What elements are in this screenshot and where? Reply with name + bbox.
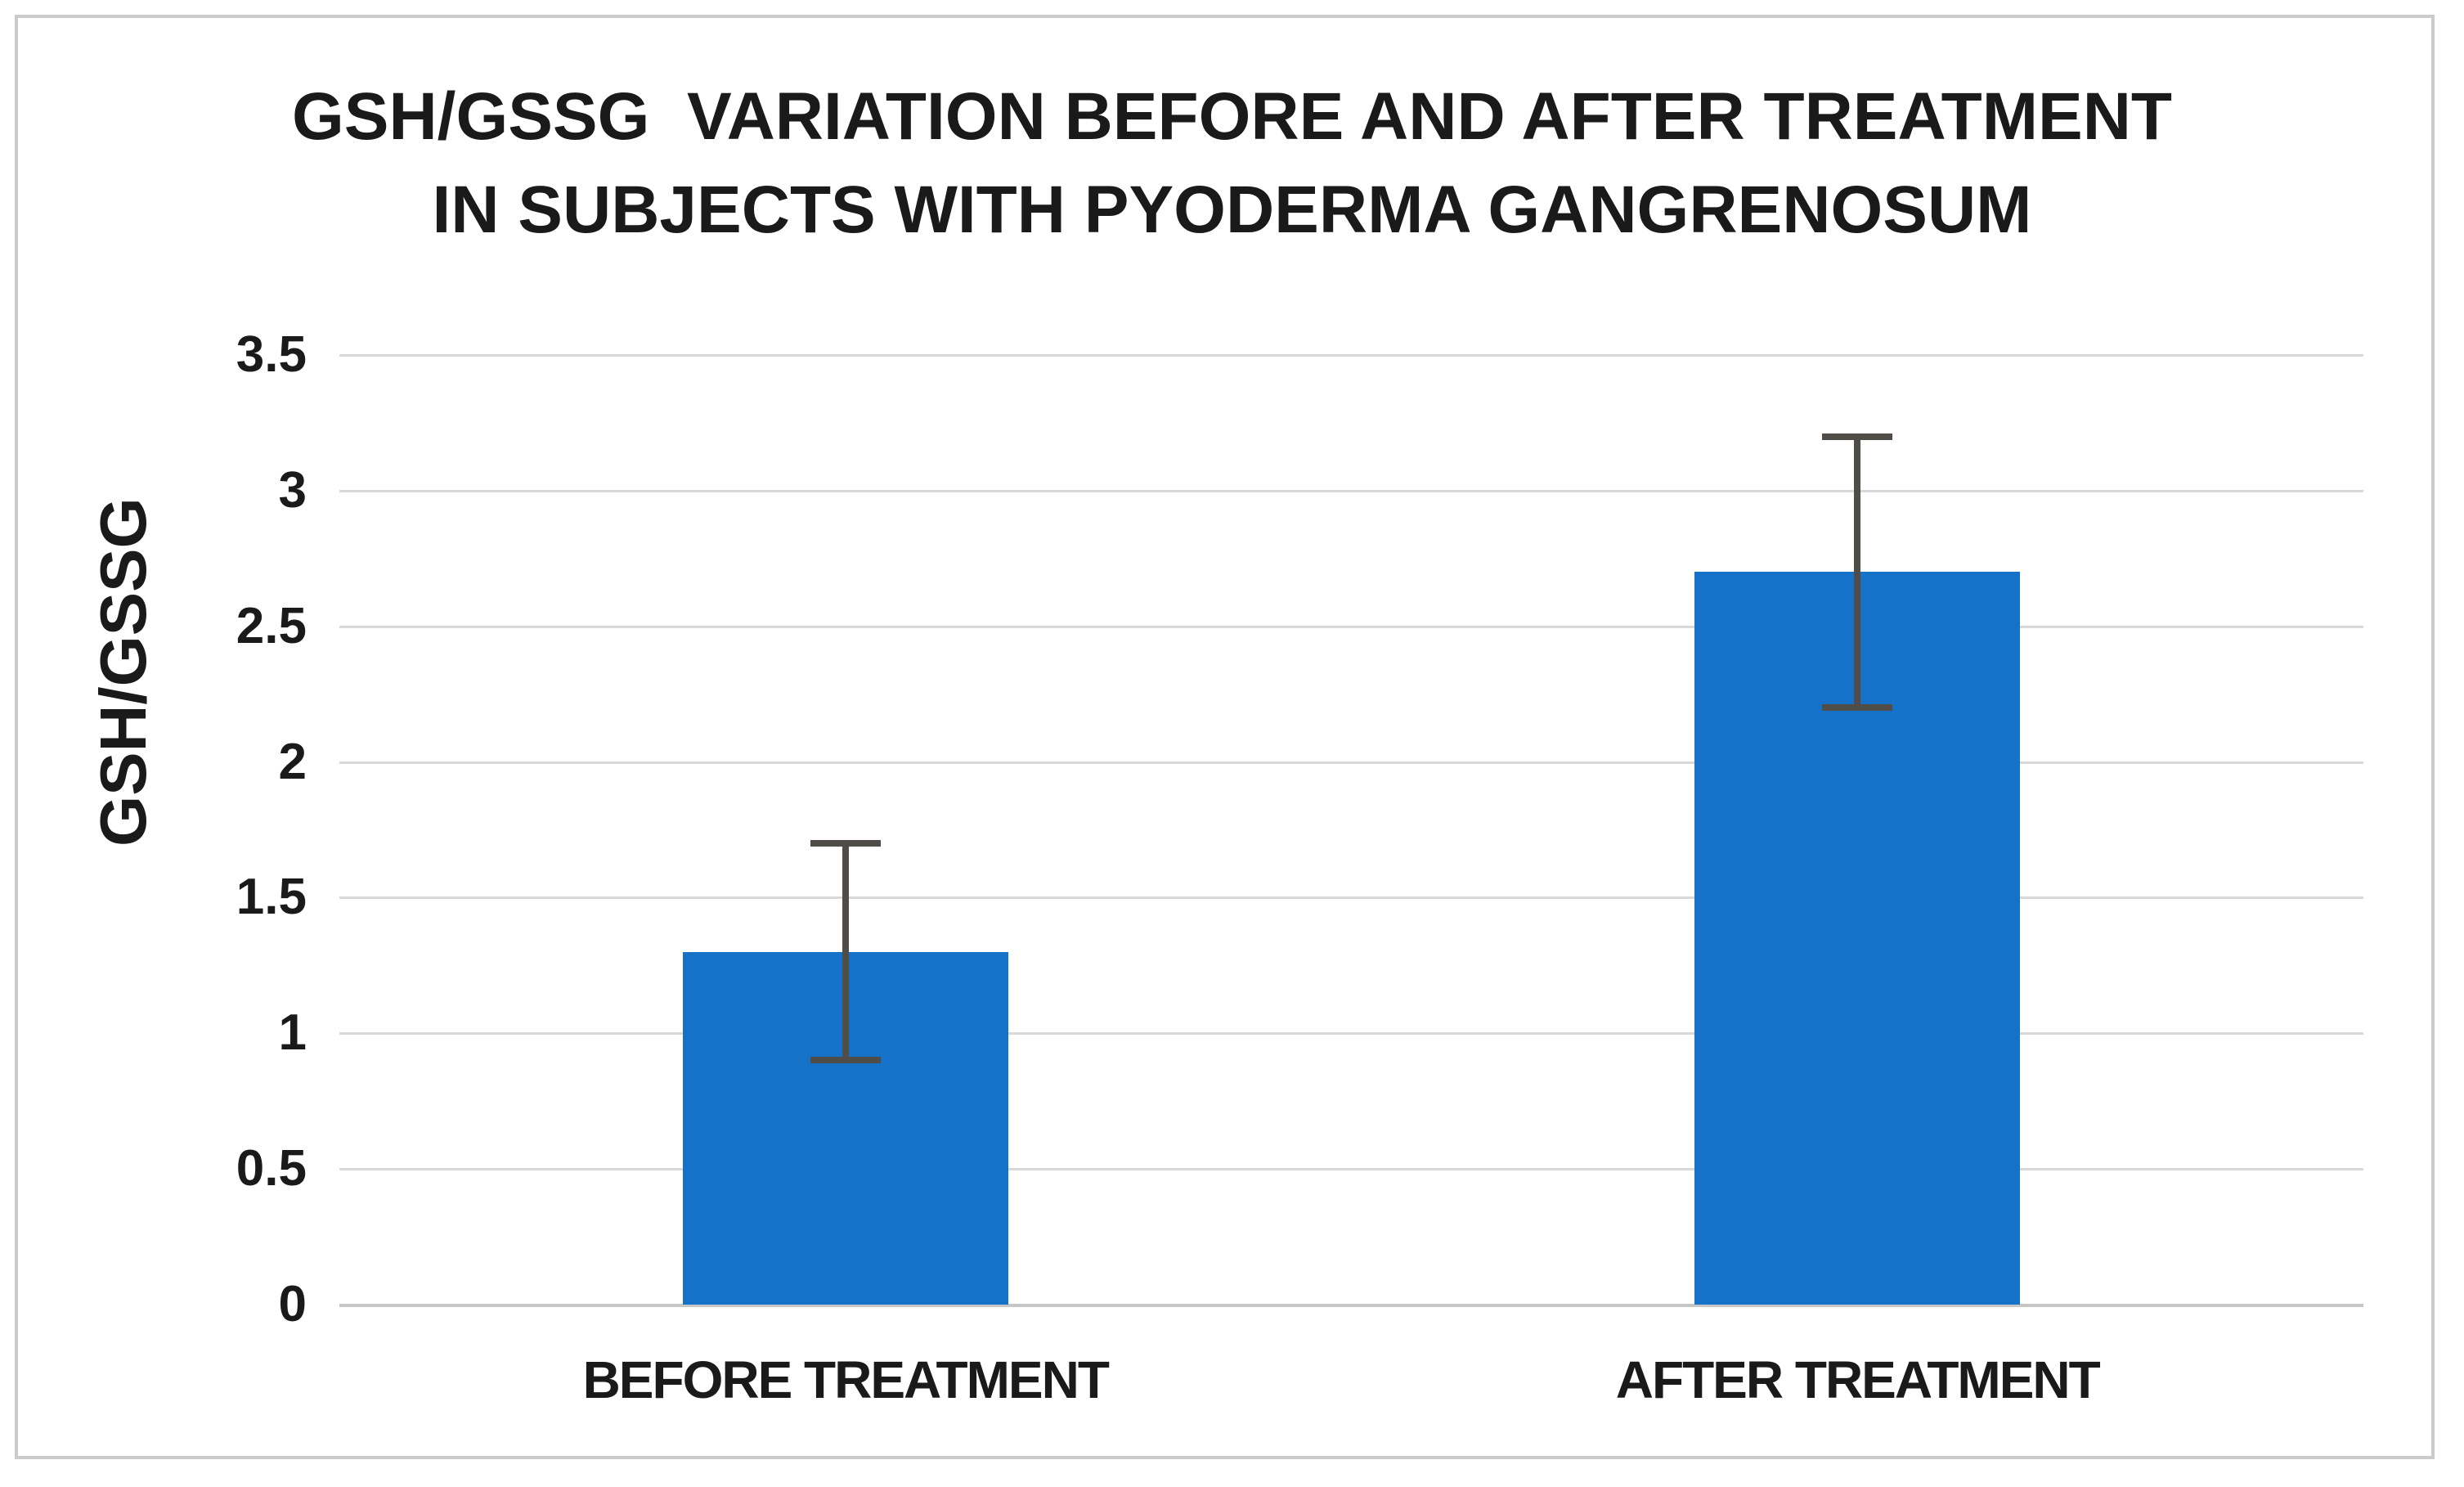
y-tick-label-0: 0: [278, 1276, 307, 1332]
gridline-y-2: [339, 761, 2363, 764]
y-tick-label-0.5: 0.5: [236, 1140, 307, 1197]
chart-title: GSH/GSSG VARIATION BEFORE AND AFTER TREA…: [0, 70, 2464, 257]
gridline-y-3: [339, 489, 2363, 492]
error-bar-cap-bottom-before-treatment: [810, 1057, 881, 1064]
error-bar-stem-before-treatment: [842, 843, 849, 1061]
y-tick-label-1.5: 1.5: [236, 869, 307, 926]
gridline-y-0: [339, 1304, 2363, 1307]
x-category-label-after-treatment: AFTER TREATMENT: [1615, 1350, 2101, 1409]
plot-area: [339, 354, 2363, 1307]
error-bar-stem-after-treatment: [1854, 436, 1861, 708]
chart-outer-border: [15, 15, 2435, 1459]
y-tick-label-3.5: 3.5: [236, 326, 307, 383]
y-tick-label-2: 2: [278, 733, 307, 790]
y-tick-label-2.5: 2.5: [236, 597, 307, 654]
gridline-y-2.5: [339, 625, 2363, 628]
y-tick-label-3: 3: [278, 461, 307, 519]
error-bar-cap-top-before-treatment: [810, 840, 881, 847]
x-category-label-before-treatment: BEFORE TREATMENT: [582, 1350, 1110, 1409]
gridline-y-0.5: [339, 1168, 2363, 1171]
gridline-y-1.5: [339, 896, 2363, 900]
chart-title-line2: IN SUBJECTS WITH PYODERMA GANGRENOSUM: [432, 173, 2032, 247]
y-tick-label-1: 1: [278, 1004, 307, 1062]
gridline-y-3.5: [339, 354, 2363, 357]
error-bar-cap-top-after-treatment: [1822, 433, 1893, 440]
error-bar-cap-bottom-after-treatment: [1822, 704, 1893, 712]
chart-title-line1: GSH/GSSG VARIATION BEFORE AND AFTER TREA…: [291, 79, 2173, 154]
gridline-y-1: [339, 1032, 2363, 1036]
